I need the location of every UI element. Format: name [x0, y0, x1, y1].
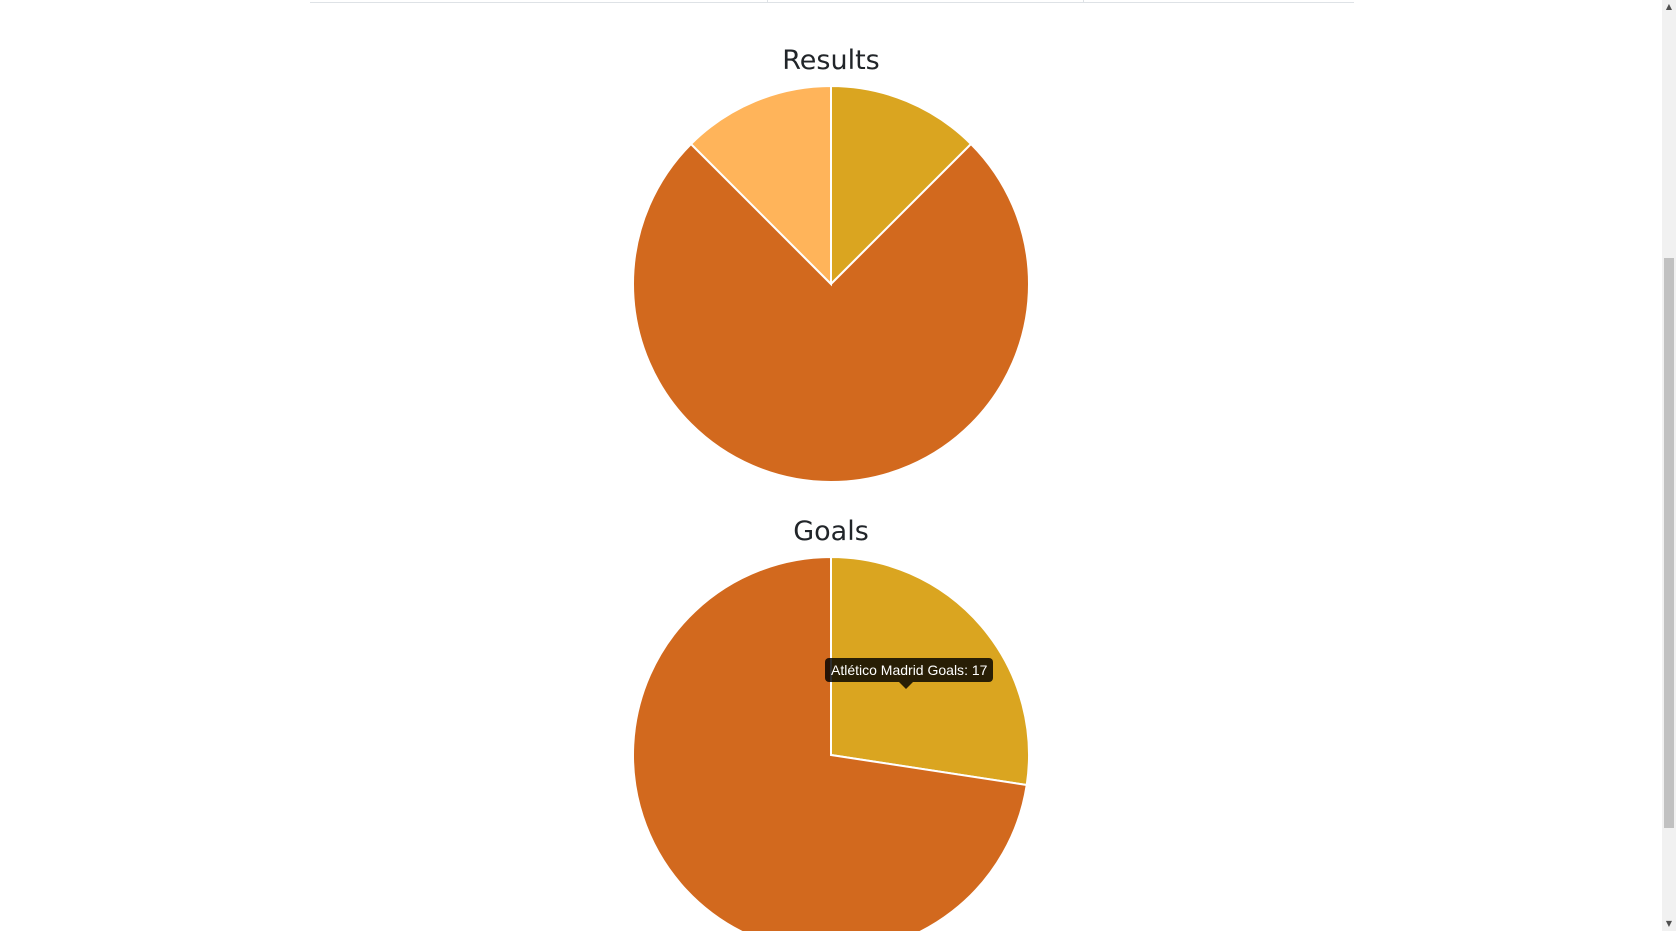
goals-pie-chart[interactable] — [631, 555, 1031, 931]
goals-chart-title: Goals — [793, 516, 869, 547]
scrollbar-thumb[interactable] — [1664, 258, 1674, 828]
pie-slice-3[interactable] — [689, 84, 832, 287]
column-separator — [1083, 0, 1084, 3]
pie-slice-1[interactable] — [830, 84, 973, 287]
tooltip-label: Atlético Madrid Goals — [831, 662, 965, 678]
vertical-scrollbar[interactable]: ▲ ▼ — [1662, 0, 1676, 931]
results-pie-chart[interactable] — [631, 84, 1031, 484]
results-chart-title: Results — [782, 45, 880, 76]
scroll-down-arrow-icon[interactable]: ▼ — [1665, 919, 1673, 928]
scroll-up-arrow-icon[interactable]: ▲ — [1665, 2, 1673, 11]
column-separator — [767, 0, 768, 3]
tooltip-caret — [899, 682, 913, 689]
chart-tooltip: Atlético Madrid Goals: 17 — [825, 658, 994, 689]
pie-slice-2[interactable] — [632, 142, 1030, 483]
table-bottom-border — [310, 0, 1354, 3]
pie-slice-2[interactable] — [632, 555, 1028, 931]
tooltip-value: 17 — [971, 662, 988, 678]
